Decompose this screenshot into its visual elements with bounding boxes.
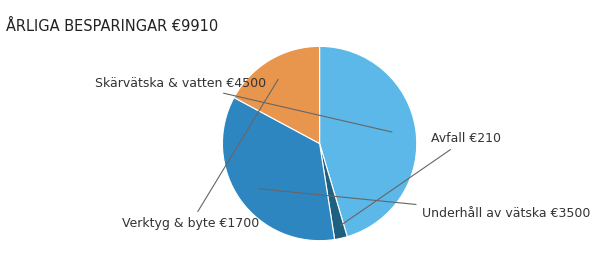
Wedge shape: [223, 97, 335, 241]
Wedge shape: [320, 46, 417, 237]
Wedge shape: [320, 144, 347, 240]
Text: Verktyg & byte €1700: Verktyg & byte €1700: [122, 79, 278, 230]
Wedge shape: [234, 46, 320, 144]
Text: Avfall €210: Avfall €210: [341, 132, 501, 225]
Text: Underhåll av vätska €3500: Underhåll av vätska €3500: [259, 189, 590, 220]
Text: ÅRLIGA BESPARINGAR €9910: ÅRLIGA BESPARINGAR €9910: [6, 19, 218, 34]
Text: Skärvätska & vatten €4500: Skärvätska & vatten €4500: [95, 77, 392, 132]
